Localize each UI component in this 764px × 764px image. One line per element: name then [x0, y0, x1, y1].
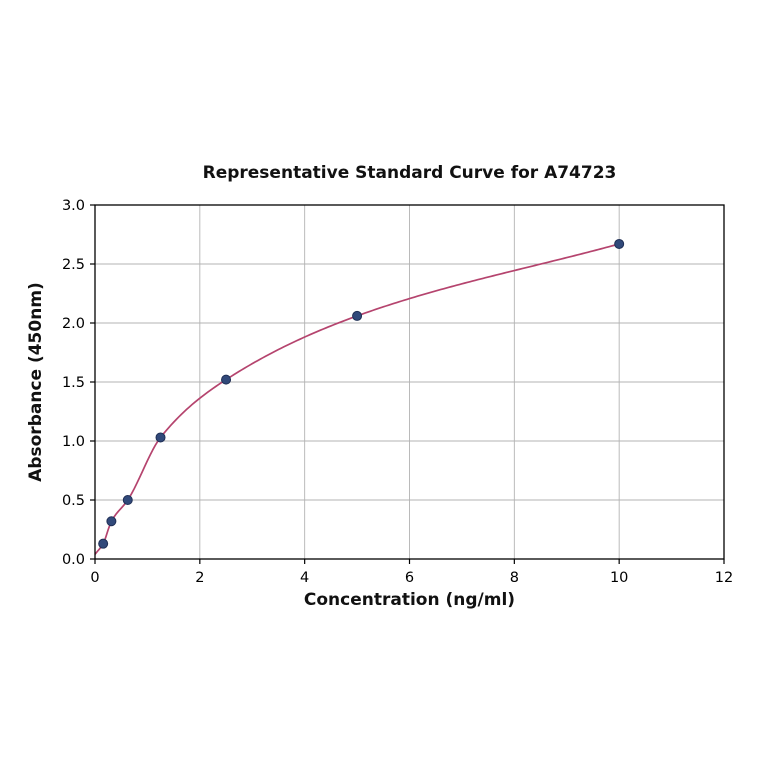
y-tick-label: 1.5: [62, 375, 85, 391]
x-tick-label: 8: [510, 570, 519, 586]
x-tick-label: 4: [300, 570, 309, 586]
y-tick-label: 2.0: [62, 316, 85, 332]
y-tick-label: 2.5: [62, 257, 85, 273]
x-tick-label: 10: [610, 570, 628, 586]
x-axis-label: Concentration (ng/ml): [303, 590, 516, 610]
data-point: [352, 310, 363, 321]
x-tick-label: 12: [715, 570, 733, 586]
data-point: [155, 432, 166, 443]
x-tick-label: 2: [195, 570, 204, 586]
y-tick-label: 3.0: [62, 198, 85, 214]
chart-title: Representative Standard Curve for A74723: [202, 163, 617, 183]
x-tick-label: 6: [405, 570, 414, 586]
data-point: [106, 516, 117, 527]
x-tick-label: 0: [90, 570, 99, 586]
data-point: [221, 374, 232, 385]
y-tick-label: 1.0: [62, 434, 85, 450]
data-point: [614, 238, 625, 249]
y-tick-label: 0.0: [62, 552, 85, 568]
data-point: [98, 538, 109, 549]
y-tick-label: 0.5: [62, 493, 85, 509]
plot-border: [94, 204, 725, 560]
data-point: [122, 495, 133, 505]
fit-curve: [94, 243, 620, 555]
